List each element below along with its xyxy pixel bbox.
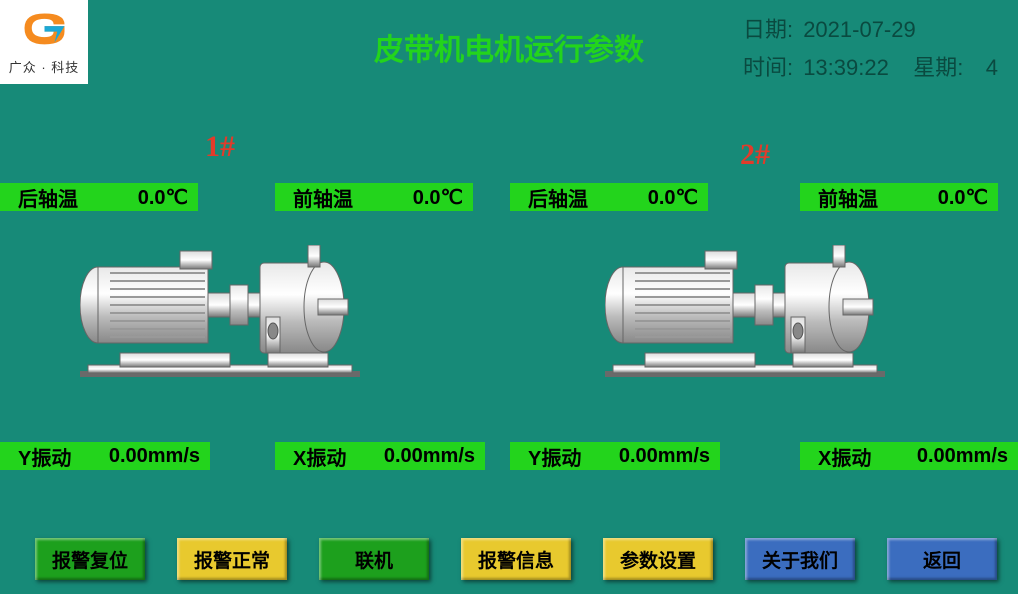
readout-label: 前轴温 xyxy=(818,183,878,212)
logo: 广众 · 科技 xyxy=(0,0,88,84)
readout-rear-temp-1: 后轴温 0.0℃ xyxy=(0,183,198,211)
readout-value: 0.00mm/s xyxy=(109,445,200,468)
param-settings-button[interactable]: 参数设置 xyxy=(603,538,713,580)
readout-label: 后轴温 xyxy=(18,183,78,212)
alarm-reset-button[interactable]: 报警复位 xyxy=(35,538,145,580)
logo-icon xyxy=(17,8,72,53)
logo-text: 广众 · 科技 xyxy=(9,57,80,76)
readout-x-vib-2: X振动 0.00mm/s xyxy=(800,442,1018,470)
readout-label: Y振动 xyxy=(528,442,581,471)
readout-y-vib-1: Y振动 0.00mm/s xyxy=(0,442,210,470)
readout-value: 0.0℃ xyxy=(138,185,188,210)
alarm-normal-button[interactable]: 报警正常 xyxy=(177,538,287,580)
readout-value: 0.00mm/s xyxy=(917,445,1008,468)
readout-label: X振动 xyxy=(818,442,871,471)
readout-label: X振动 xyxy=(293,442,346,471)
weekday-value: 4 xyxy=(986,55,998,80)
weekday-label: 星期: xyxy=(913,55,963,80)
readout-label: 前轴温 xyxy=(293,183,353,212)
alarm-info-button[interactable]: 报警信息 xyxy=(461,538,571,580)
button-row: 报警复位 报警正常 联机 报警信息 参数设置 关于我们 返回 xyxy=(0,538,1018,580)
motor-1-icon xyxy=(80,245,360,385)
readout-value: 0.0℃ xyxy=(938,185,988,210)
online-button[interactable]: 联机 xyxy=(319,538,429,580)
datetime-block: 日期: 2021-07-29 时间: 13:39:22 星期: 4 xyxy=(743,12,998,88)
time-value: 13:39:22 xyxy=(803,55,889,80)
motor-2-icon xyxy=(605,245,885,385)
readout-value: 0.0℃ xyxy=(648,185,698,210)
readout-label: Y振动 xyxy=(18,442,71,471)
time-label: 时间: xyxy=(743,55,793,80)
readout-y-vib-2: Y振动 0.00mm/s xyxy=(510,442,720,470)
readout-front-temp-1: 前轴温 0.0℃ xyxy=(275,183,473,211)
date-label: 日期: xyxy=(743,17,793,42)
readout-front-temp-2: 前轴温 0.0℃ xyxy=(800,183,998,211)
unit-1-label: 1# xyxy=(205,130,235,164)
readout-label: 后轴温 xyxy=(528,183,588,212)
date-value: 2021-07-29 xyxy=(803,17,916,42)
readout-value: 0.0℃ xyxy=(413,185,463,210)
readout-value: 0.00mm/s xyxy=(619,445,710,468)
unit-2-label: 2# xyxy=(740,138,770,172)
readout-rear-temp-2: 后轴温 0.0℃ xyxy=(510,183,708,211)
back-button[interactable]: 返回 xyxy=(887,538,997,580)
readout-x-vib-1: X振动 0.00mm/s xyxy=(275,442,485,470)
readout-value: 0.00mm/s xyxy=(384,445,475,468)
about-us-button[interactable]: 关于我们 xyxy=(745,538,855,580)
